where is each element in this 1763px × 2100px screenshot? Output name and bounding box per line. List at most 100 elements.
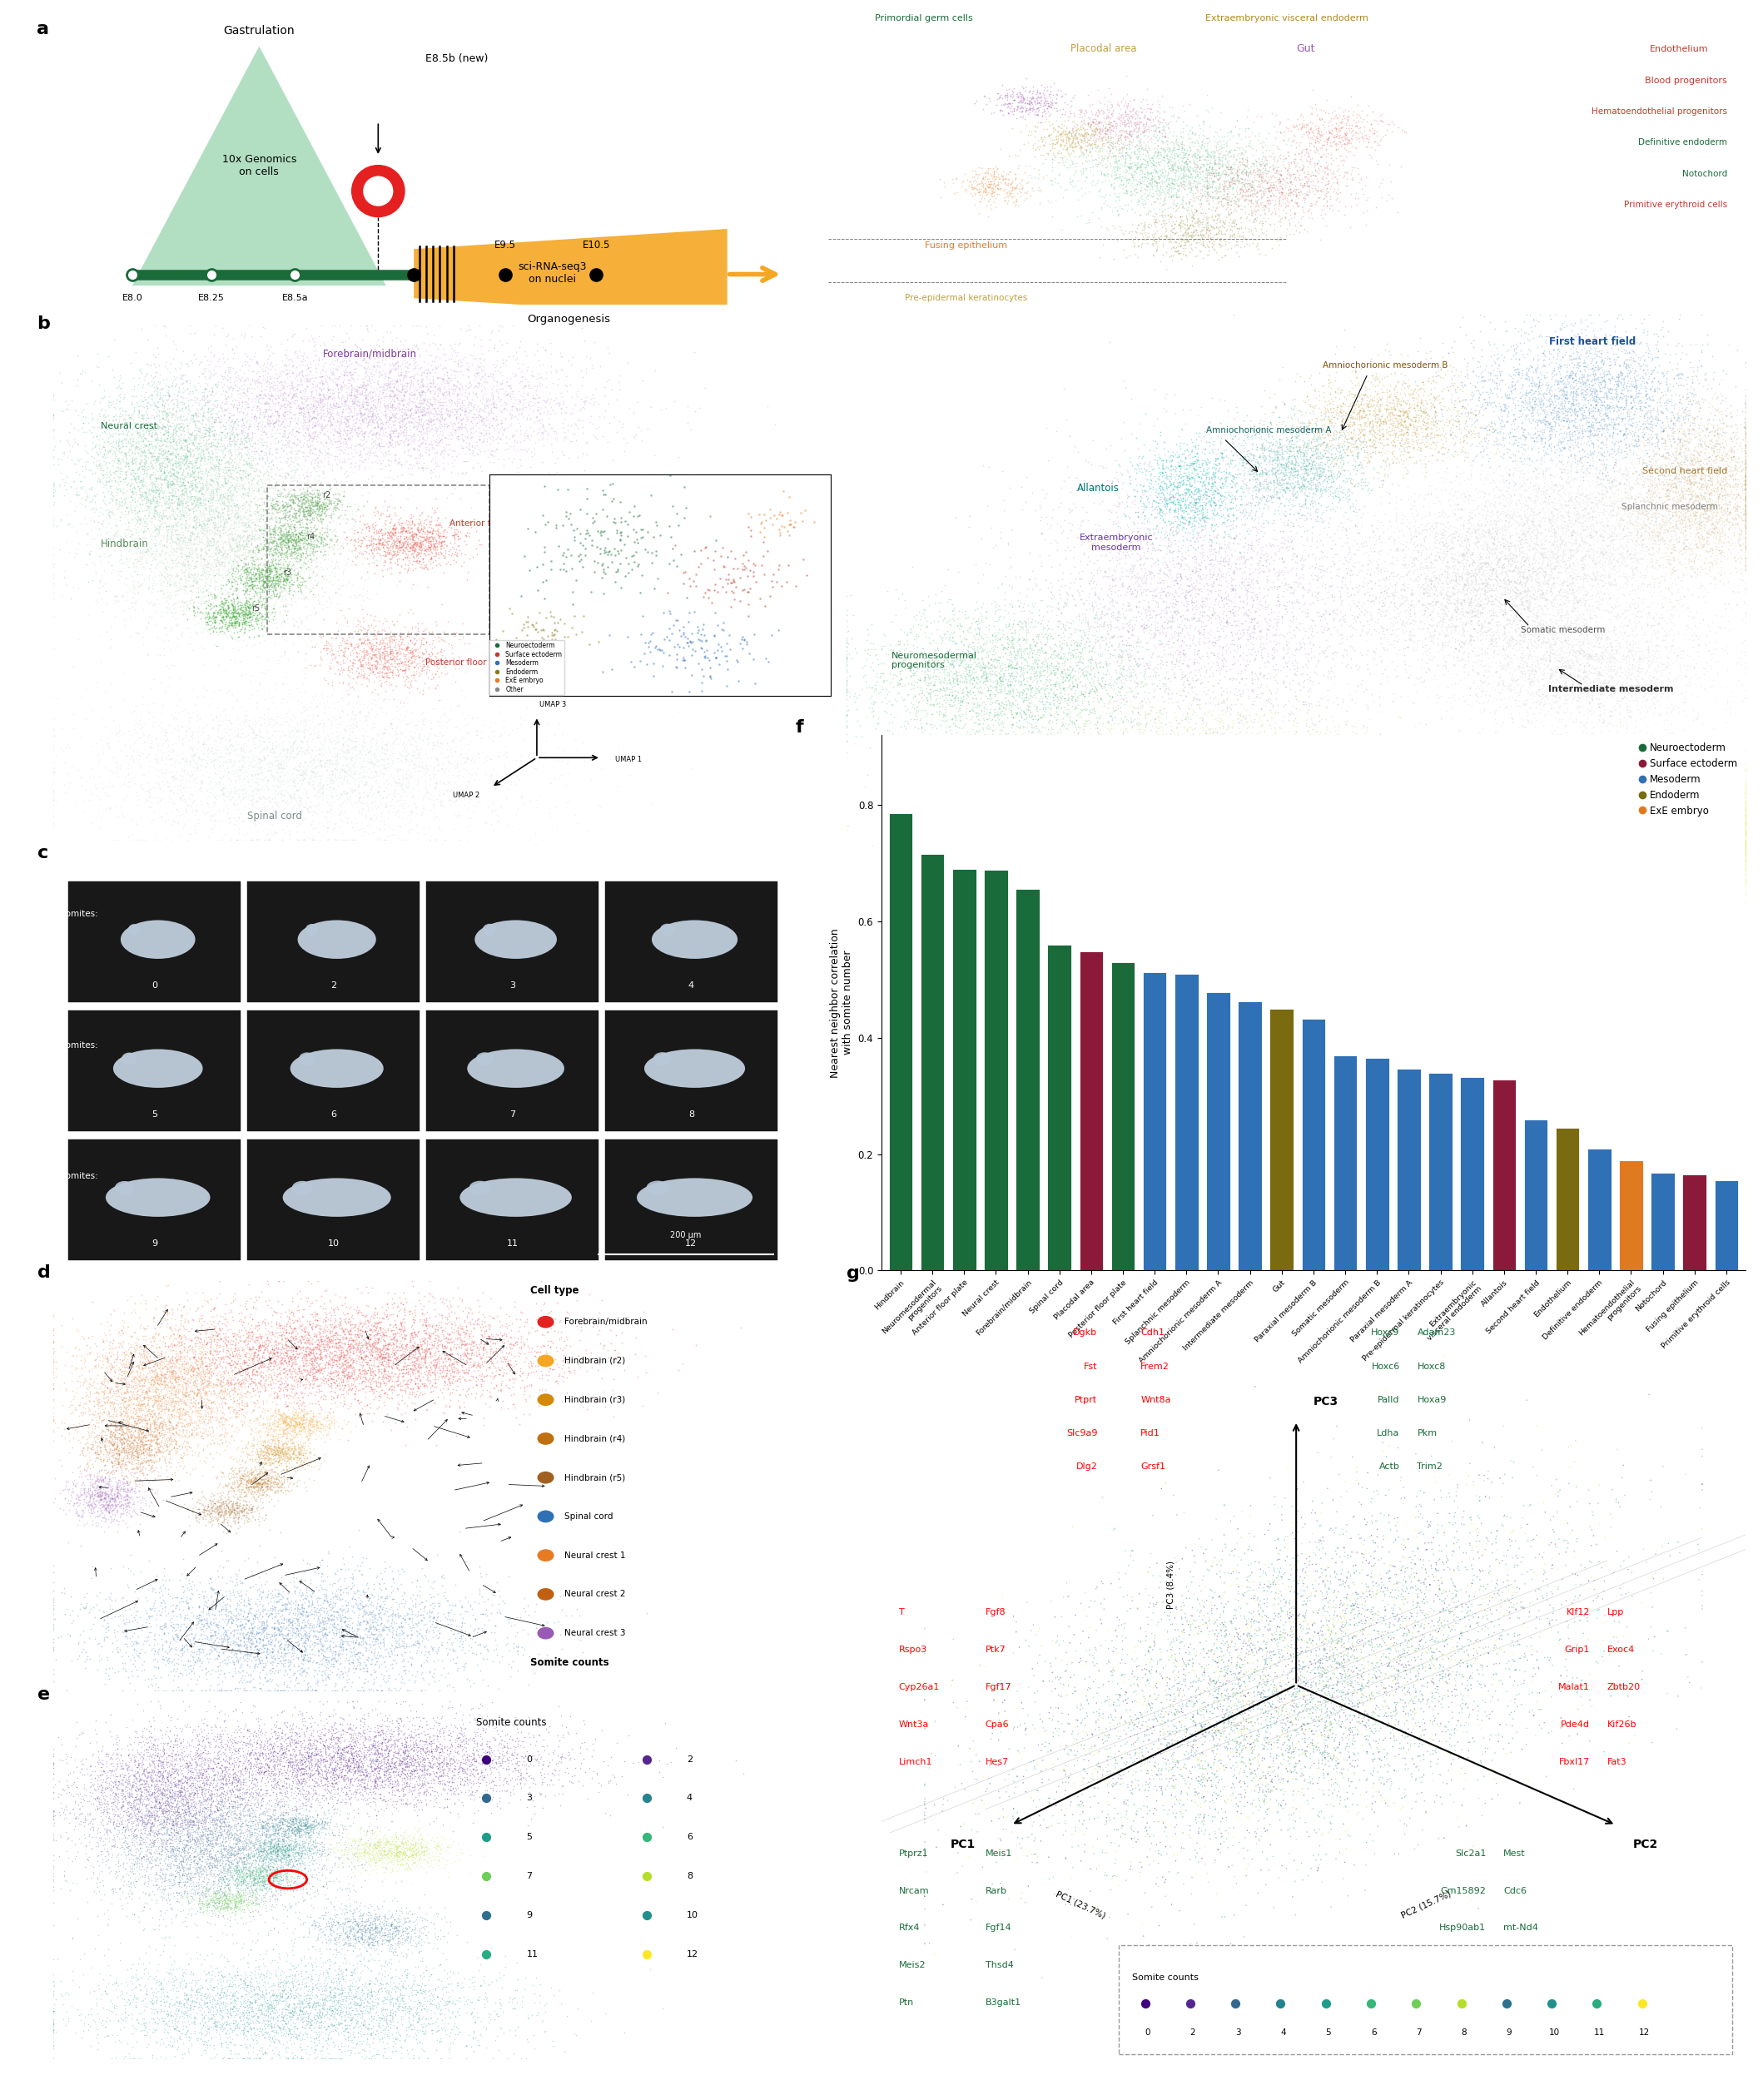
Point bbox=[270, 1674, 298, 1707]
Point bbox=[941, 174, 970, 208]
Point bbox=[1525, 304, 1553, 338]
Point bbox=[1483, 533, 1511, 567]
Point bbox=[1324, 151, 1352, 185]
Point bbox=[1213, 766, 1241, 800]
Point bbox=[160, 1346, 189, 1380]
Point bbox=[1444, 832, 1472, 865]
Point bbox=[277, 714, 305, 748]
Point bbox=[361, 737, 390, 771]
Point bbox=[1435, 1619, 1463, 1653]
Point bbox=[353, 1854, 381, 1888]
Point bbox=[1213, 139, 1241, 172]
Point bbox=[1239, 790, 1268, 823]
Point bbox=[1033, 500, 1061, 533]
Point bbox=[1569, 399, 1597, 433]
Point bbox=[1594, 504, 1622, 538]
Point bbox=[1659, 498, 1687, 531]
Point bbox=[130, 1838, 159, 1871]
Point bbox=[307, 1327, 335, 1361]
Point bbox=[294, 1334, 323, 1367]
Point bbox=[1680, 460, 1708, 494]
Point bbox=[307, 1804, 335, 1838]
Point bbox=[240, 458, 268, 491]
Point bbox=[138, 2001, 166, 2035]
Point bbox=[1148, 609, 1176, 643]
Point bbox=[264, 1577, 293, 1611]
Point bbox=[231, 1825, 259, 1858]
Point bbox=[1675, 825, 1703, 859]
Point bbox=[1308, 451, 1336, 485]
Point bbox=[520, 741, 548, 775]
Point bbox=[451, 1726, 480, 1760]
Point bbox=[1403, 334, 1432, 368]
Point bbox=[1201, 1791, 1229, 1825]
Point bbox=[166, 521, 194, 554]
Point bbox=[1172, 764, 1201, 798]
Point bbox=[257, 525, 286, 559]
Point bbox=[471, 1344, 499, 1378]
Point bbox=[1252, 1680, 1280, 1714]
Point bbox=[413, 2041, 441, 2075]
Point bbox=[1467, 573, 1495, 607]
Point bbox=[377, 1993, 405, 2026]
Point bbox=[1342, 1606, 1370, 1640]
Point bbox=[280, 525, 309, 559]
Point bbox=[122, 1848, 150, 1882]
Point bbox=[1102, 653, 1130, 687]
Point bbox=[471, 357, 499, 391]
Point bbox=[1181, 231, 1209, 265]
Point bbox=[1206, 405, 1234, 439]
Point bbox=[307, 1317, 335, 1350]
Point bbox=[1670, 460, 1698, 494]
Point bbox=[1135, 758, 1164, 792]
Point bbox=[71, 428, 99, 462]
Point bbox=[330, 1917, 358, 1951]
Point bbox=[190, 2024, 219, 2058]
Point bbox=[39, 1613, 67, 1646]
Point bbox=[300, 388, 328, 422]
Point bbox=[132, 2012, 160, 2045]
Point bbox=[301, 544, 330, 578]
Point bbox=[1537, 500, 1566, 533]
Point bbox=[104, 1487, 132, 1520]
Point bbox=[268, 1741, 296, 1774]
Point bbox=[189, 533, 217, 567]
Point bbox=[300, 1735, 328, 1768]
Point bbox=[1721, 832, 1749, 865]
Point bbox=[1243, 538, 1271, 571]
Point bbox=[1000, 82, 1028, 116]
Point bbox=[242, 435, 270, 468]
Point bbox=[284, 441, 312, 475]
Point bbox=[1440, 1613, 1469, 1646]
Point bbox=[922, 662, 950, 695]
Point bbox=[1333, 1632, 1361, 1665]
Point bbox=[346, 1997, 374, 2031]
Point bbox=[1326, 139, 1354, 172]
Point bbox=[197, 1724, 226, 1758]
Point bbox=[1112, 773, 1141, 806]
Point bbox=[552, 420, 580, 454]
Point bbox=[305, 1739, 333, 1772]
Point bbox=[314, 626, 342, 659]
Point bbox=[1599, 817, 1627, 851]
Point bbox=[229, 735, 257, 769]
Point bbox=[92, 1434, 120, 1468]
Point bbox=[338, 1346, 367, 1380]
Point bbox=[183, 1739, 212, 1772]
Point bbox=[1208, 779, 1236, 813]
Point bbox=[409, 1743, 437, 1777]
Point bbox=[125, 1422, 153, 1455]
Point bbox=[1010, 668, 1038, 701]
Point bbox=[1264, 1739, 1292, 1772]
Point bbox=[1246, 1613, 1275, 1646]
Point bbox=[1421, 573, 1449, 607]
Point bbox=[1558, 817, 1587, 851]
Point bbox=[1333, 391, 1361, 424]
Point bbox=[1432, 611, 1460, 645]
Point bbox=[1442, 1474, 1470, 1508]
Point bbox=[1416, 632, 1444, 666]
Point bbox=[1303, 714, 1331, 748]
Point bbox=[391, 1602, 420, 1636]
Point bbox=[337, 502, 365, 536]
Point bbox=[286, 573, 314, 607]
